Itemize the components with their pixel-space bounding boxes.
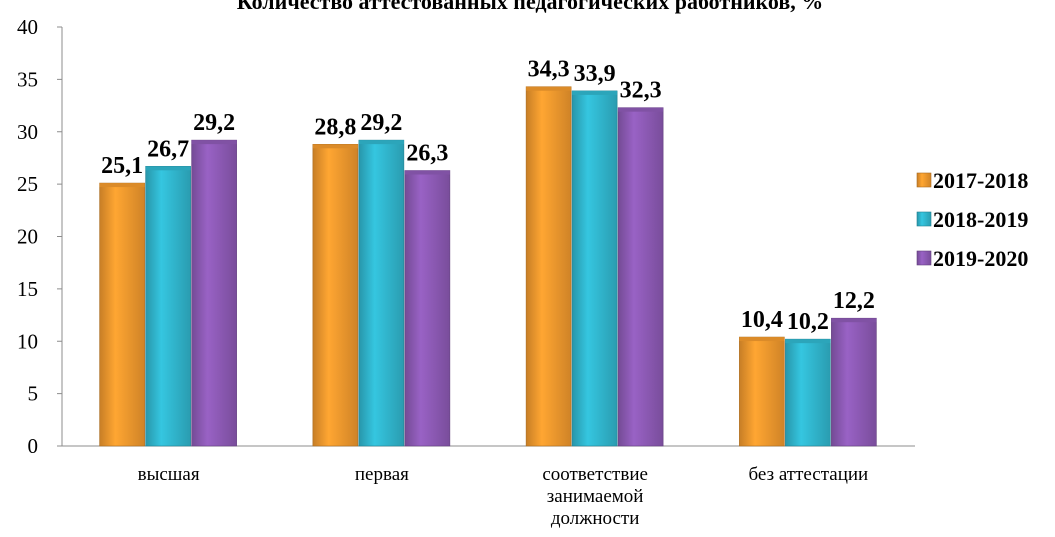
bars xyxy=(99,86,877,447)
x-category-label-line: высшая xyxy=(138,464,200,485)
data-label: 34,3 xyxy=(528,57,570,83)
data-labels: 25,126,729,2 28,8 29,226,334,3 33,932,310,4… xyxy=(101,57,875,335)
legend: 2017-2018 2018-2019 2019-2020 xyxy=(916,168,1028,271)
bar-2018-2019-3 xyxy=(785,338,831,447)
y-tick-label: 40 xyxy=(17,15,38,39)
data-label: 33,9 xyxy=(574,61,616,87)
bar-2017-2018-3 xyxy=(739,336,785,447)
x-category-label-line: без аттестации xyxy=(749,464,869,485)
bar-2017-2018-2 xyxy=(525,86,572,447)
data-label: 29,2 xyxy=(193,110,235,136)
data-label: 12,2 xyxy=(833,288,875,314)
y-tick-label: 10 xyxy=(17,329,38,353)
bar-2019-2020-0 xyxy=(191,139,237,447)
bar-2019-2020-1 xyxy=(404,170,451,447)
data-label: 25,1 xyxy=(101,153,143,179)
bar-2019-2020-2 xyxy=(617,107,664,447)
bar-top-bevel xyxy=(618,107,664,112)
x-category-label: высшая xyxy=(138,464,200,485)
bar-2018-2019-1 xyxy=(358,139,405,447)
legend-swatch-2018-2019 xyxy=(916,211,932,227)
y-tick-label: 0 xyxy=(28,434,39,458)
y-tick-label: 5 xyxy=(28,382,39,406)
bar-top-bevel xyxy=(831,318,877,323)
bar-top-bevel xyxy=(739,337,785,342)
data-label: 10,2 xyxy=(787,309,829,335)
legend-label: 2019-2020 xyxy=(933,246,1028,271)
bar-top-bevel xyxy=(404,170,450,175)
data-label: 32,3 xyxy=(620,78,662,104)
axes: 0 5 10 15 20 25 30 35 40 высшая первая соответствие… xyxy=(17,15,915,529)
x-category-label: соответствие занимаемой должности xyxy=(542,464,648,529)
bar-top-bevel xyxy=(358,140,404,145)
legend-label: 2018-2019 xyxy=(933,207,1028,232)
bar-2017-2018-0 xyxy=(99,182,145,447)
x-category-label-line: соответствие xyxy=(542,464,648,485)
bar-top-bevel xyxy=(145,166,191,171)
bar-top-bevel xyxy=(312,144,358,149)
chart-title: Количество аттестованных педагогических … xyxy=(237,0,824,14)
y-tick-label: 35 xyxy=(17,67,38,91)
x-category-label-line: должности xyxy=(551,508,640,529)
bar-2017-2018-1 xyxy=(312,144,359,447)
bar-top-bevel xyxy=(99,183,145,188)
x-category-label: без аттестации xyxy=(749,464,869,485)
legend-swatch-2017-2018 xyxy=(916,172,932,188)
data-label: 26,7 xyxy=(147,136,189,162)
bar-top-bevel xyxy=(572,90,618,95)
y-tick-label: 25 xyxy=(17,172,38,196)
bar-2018-2019-0 xyxy=(145,166,191,447)
data-label: 29,2 xyxy=(360,110,402,136)
x-category-label: первая xyxy=(355,464,409,485)
bar-2019-2020-3 xyxy=(831,317,877,447)
x-category-label-line: первая xyxy=(355,464,409,485)
legend-label: 2017-2018 xyxy=(933,168,1028,193)
x-category-label-line: занимаемой xyxy=(547,486,644,507)
legend-swatch-2019-2020 xyxy=(916,250,932,266)
bar-top-bevel xyxy=(785,339,831,344)
bar-2018-2019-2 xyxy=(571,90,618,447)
bar-top-bevel xyxy=(526,86,572,91)
y-tick-label: 30 xyxy=(17,120,38,144)
y-tick-label: 15 xyxy=(17,277,38,301)
data-label: 28,8 xyxy=(314,114,356,140)
data-label: 10,4 xyxy=(741,307,783,333)
data-label: 26,3 xyxy=(406,141,448,167)
y-tick-label: 20 xyxy=(17,225,38,249)
bar-top-bevel xyxy=(191,140,237,145)
